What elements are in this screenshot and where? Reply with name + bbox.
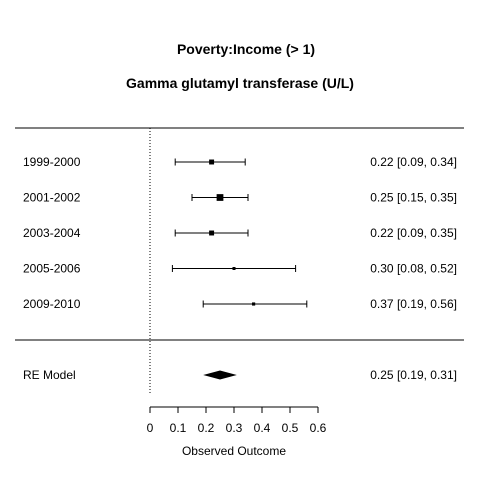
- study-row: 2001-2002 0.25 [0.15, 0.35]: [23, 191, 457, 205]
- point-estimate-square: [209, 159, 215, 165]
- study-label: 2001-2002: [23, 191, 81, 205]
- summary-ci-text: 0.25 [0.19, 0.31]: [370, 368, 457, 382]
- point-estimate-square: [252, 302, 256, 306]
- x-tick-label: 0.6: [310, 421, 327, 435]
- study-label: 2005-2006: [23, 262, 81, 276]
- study-label: 1999-2000: [23, 155, 81, 169]
- study-row: 2005-2006 0.30 [0.08, 0.52]: [23, 262, 457, 276]
- x-tick-label: 0.5: [282, 421, 299, 435]
- ci-value-text: 0.22 [0.09, 0.34]: [370, 155, 457, 169]
- x-tick-label: 0: [147, 421, 154, 435]
- x-tick-label: 0.4: [254, 421, 271, 435]
- x-tick-label: 0.2: [198, 421, 215, 435]
- point-estimate-square: [232, 267, 236, 270]
- study-label: 2003-2004: [23, 226, 81, 240]
- summary-row: RE Model 0.25 [0.19, 0.31]: [23, 368, 457, 382]
- ci-value-text: 0.37 [0.19, 0.56]: [370, 297, 457, 311]
- ci-value-text: 0.22 [0.09, 0.35]: [370, 226, 457, 240]
- study-row: 1999-2000 0.22 [0.09, 0.34]: [23, 155, 457, 169]
- study-row: 2009-2010 0.37 [0.19, 0.56]: [23, 297, 457, 311]
- x-tick-label: 0.3: [226, 421, 243, 435]
- plot-title: Poverty:Income (> 1): [177, 41, 315, 57]
- x-tick-label: 0.1: [170, 421, 187, 435]
- ci-value-text: 0.25 [0.15, 0.35]: [370, 191, 457, 205]
- study-rows: 1999-2000 0.22 [0.09, 0.34] 2001-2002 0.25 …: [23, 155, 457, 311]
- study-row: 2003-2004 0.22 [0.09, 0.35]: [23, 226, 457, 240]
- summary-label: RE Model: [23, 368, 76, 382]
- summary-diamond: [203, 370, 237, 380]
- x-axis: 0 0.1 0.2 0.3 0.4 0.5 0.6: [147, 406, 327, 435]
- ci-value-text: 0.30 [0.08, 0.52]: [370, 262, 457, 276]
- study-label: 2009-2010: [23, 297, 81, 311]
- point-estimate-square: [216, 194, 224, 201]
- x-axis-label: Observed Outcome: [182, 444, 286, 458]
- plot-subtitle: Gamma glutamyl transferase (U/L): [126, 75, 354, 91]
- point-estimate-square: [209, 230, 215, 236]
